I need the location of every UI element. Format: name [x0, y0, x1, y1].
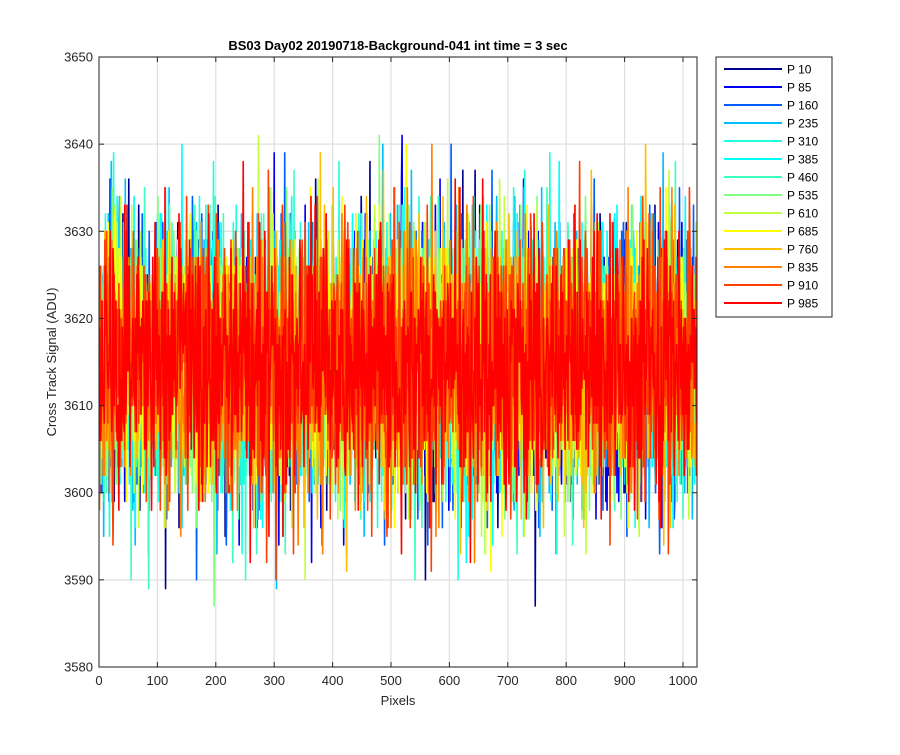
plot-frame: [98, 56, 698, 668]
x-tick-label: 700: [497, 673, 519, 688]
series-line: [99, 160, 697, 564]
series-lines: [99, 134, 697, 607]
legend-label: P 535: [787, 189, 818, 203]
y-tick-label: 3600: [64, 485, 93, 500]
y-tick-label: 3650: [64, 50, 93, 65]
y-tick-label: 3620: [64, 311, 93, 326]
legend-label: P 685: [787, 225, 818, 239]
x-tick-label: 0: [95, 673, 102, 688]
x-tick-label: 200: [205, 673, 227, 688]
axis-ticks: 0 100 200 300 400 500 600 700 800 900 1000 3580 3590…: [64, 50, 697, 689]
y-tick-label: 3640: [64, 137, 93, 152]
x-tick-label: 100: [147, 673, 169, 688]
x-tick-label: 600: [439, 673, 461, 688]
y-tick-label: 3580: [64, 660, 93, 675]
legend-label: P 310: [787, 135, 818, 149]
legend-label: P 85: [787, 81, 812, 95]
y-axis-label: Cross Track Signal (ADU): [44, 288, 59, 437]
y-tick-label: 3630: [64, 224, 93, 239]
x-tick-label: 800: [555, 673, 577, 688]
legend-label: P 10: [787, 63, 812, 77]
x-tick-label: 400: [322, 673, 344, 688]
legend-label: P 160: [787, 99, 818, 113]
x-tick-label: 1000: [669, 673, 698, 688]
legend: P 10 P 85 P 160 P 235 P 310 P 385 P 460 P 535 P …: [715, 56, 833, 318]
legend-label: P 235: [787, 117, 818, 131]
y-tick-label: 3610: [64, 398, 93, 413]
legend-label: P 385: [787, 153, 818, 167]
x-tick-label: 300: [263, 673, 285, 688]
legend-label: P 460: [787, 171, 818, 185]
legend-label: P 610: [787, 207, 818, 221]
x-axis-label: Pixels: [381, 693, 416, 708]
x-tick-label: 900: [614, 673, 636, 688]
legend-label: P 760: [787, 243, 818, 257]
x-tick-label: 500: [380, 673, 402, 688]
legend-label: P 985: [787, 297, 818, 311]
legend-label: P 835: [787, 261, 818, 275]
legend-box: [715, 56, 833, 318]
chart-title: BS03 Day02 20190718-Background-041 int t…: [228, 38, 567, 53]
y-tick-label: 3590: [64, 572, 93, 587]
legend-label: P 910: [787, 279, 818, 293]
